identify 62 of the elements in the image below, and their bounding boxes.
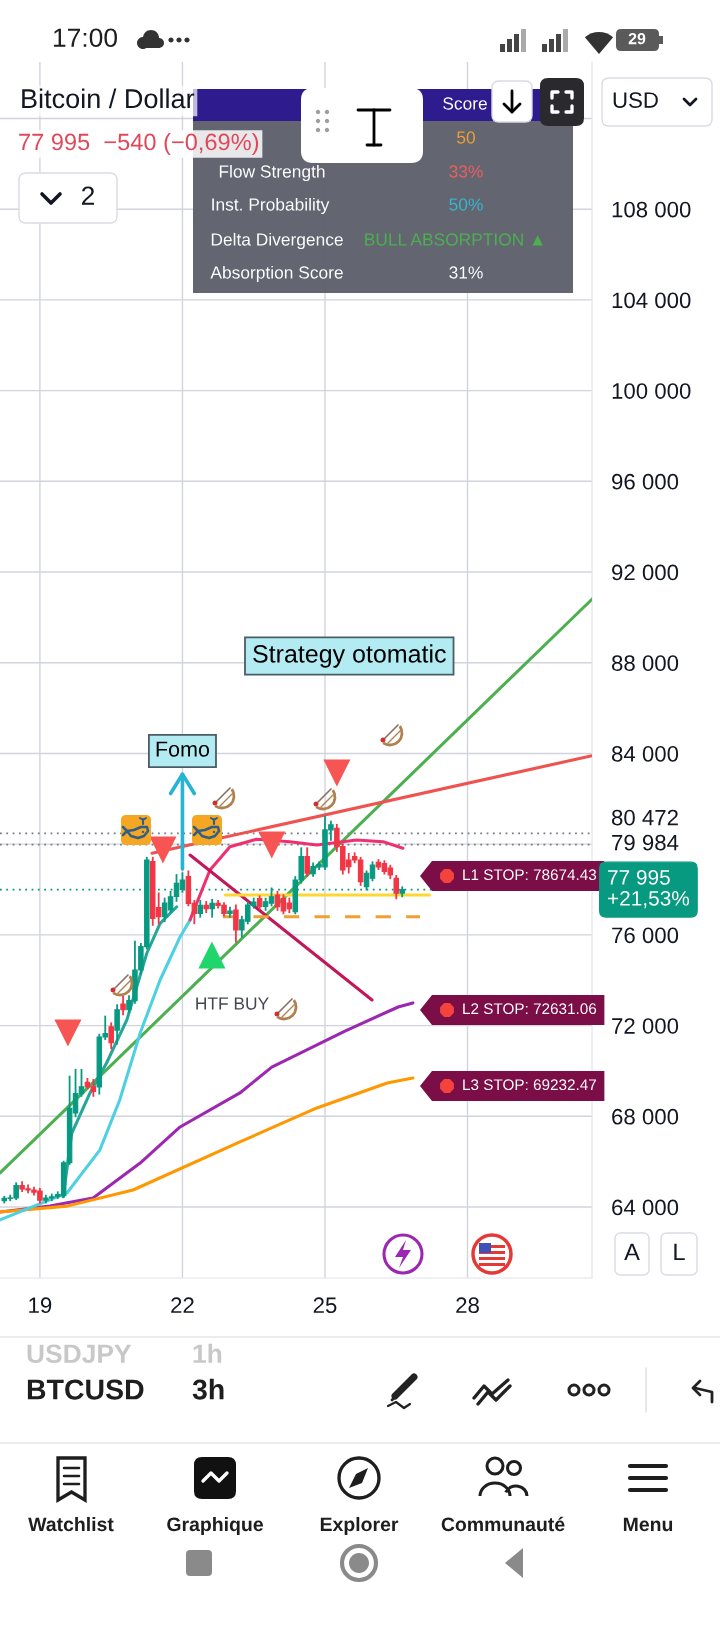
annotation: L2 STOP: 72631.06 <box>463 1003 597 1015</box>
y-tick-label: 104 000 <box>612 292 691 309</box>
text: BTCUSD <box>27 1379 144 1400</box>
y-tick-label: 84 000 <box>611 745 679 762</box>
annotation: L1 STOP: 78674.43 <box>463 869 597 881</box>
y-tick-label: 108 000 <box>612 201 691 218</box>
point <box>149 836 177 864</box>
annotation: Delta Divergence <box>211 232 343 250</box>
y-tick-label: 100 000 <box>612 383 691 399</box>
annotation: Score <box>443 97 487 110</box>
annotation: 2 <box>81 186 95 205</box>
point <box>198 941 226 969</box>
text: 3h <box>192 1378 224 1400</box>
line-series <box>0 918 192 1222</box>
x-tick-label: 22 <box>171 1297 194 1313</box>
annotation: Inst. Probability <box>212 197 330 215</box>
annotation: BULL ABSORPTION ▲ <box>365 233 543 246</box>
candlestick <box>233 904 239 943</box>
text: 77 995 −540 (−0,69%) <box>19 133 259 155</box>
point <box>258 831 286 859</box>
annotation: 50% <box>449 198 483 211</box>
candlestick <box>393 875 400 900</box>
text: Watchlist <box>28 1516 114 1532</box>
annotation: HTF BUY <box>196 997 269 1010</box>
candlestick <box>114 1004 120 1045</box>
text: Communauté <box>441 1516 565 1532</box>
text: USD <box>613 92 658 108</box>
annotation: Fomo <box>156 741 210 757</box>
y-tick-label: 76 000 <box>612 927 679 944</box>
y-tick-label: 96 000 <box>612 473 679 490</box>
candlestick <box>304 847 310 877</box>
text: L <box>674 1243 685 1261</box>
line-series <box>0 1076 415 1214</box>
text: A <box>624 1243 640 1261</box>
text: 29 <box>628 32 646 45</box>
text: Menu <box>623 1517 673 1532</box>
annotation: Flow Strength <box>219 164 325 182</box>
x-tick-label: 28 <box>456 1297 479 1314</box>
text: 17:00 <box>54 28 117 48</box>
y-tick-label: 68 000 <box>612 1108 679 1125</box>
x-tick-label: 25 <box>313 1297 337 1314</box>
text: Bitcoin / Dollar <box>22 88 195 109</box>
candlestick <box>120 995 126 1016</box>
text: Graphique <box>167 1516 263 1536</box>
annotation: L3 STOP: 69232.47 <box>463 1079 597 1091</box>
y-tick-label: 92 000 <box>612 564 679 581</box>
x-tick-label: 19 <box>29 1297 52 1314</box>
ref-line-label: 80 472 <box>611 809 678 826</box>
y-tick-label: 64 000 <box>612 1199 679 1216</box>
annotation: 50 <box>457 131 475 144</box>
ref-line-label: 77 995 +21,53% <box>608 870 690 909</box>
point <box>54 1019 82 1047</box>
annotation: 33% <box>449 165 483 178</box>
y-tick-label: 88 000 <box>611 655 679 672</box>
point <box>323 759 351 787</box>
annotation: Absorption Score <box>210 265 343 283</box>
annotation: Strategy otomatic <box>253 644 446 668</box>
text: Explorer <box>320 1516 399 1536</box>
y-tick-label: 72 000 <box>612 1018 679 1034</box>
candlestick <box>108 1022 114 1050</box>
ref-line-label: 79 984 <box>612 834 679 851</box>
annotation: 31% <box>449 266 483 279</box>
